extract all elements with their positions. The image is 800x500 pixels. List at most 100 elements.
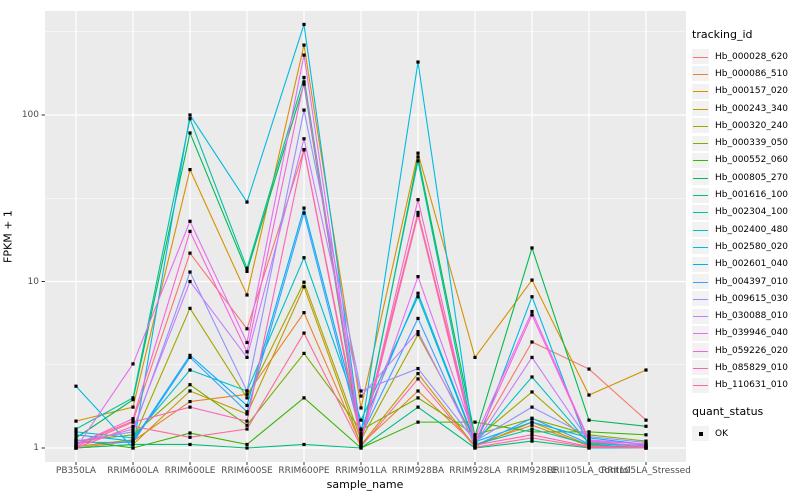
legend-item-label: Hb_000028_620: [715, 51, 789, 62]
x-tick-label: RRIM600LA: [107, 466, 159, 476]
legend-item-label: Hb_030088_010: [715, 311, 789, 322]
data-point: [188, 229, 192, 233]
data-point: [74, 446, 78, 450]
data-point: [302, 351, 306, 355]
data-point: [74, 433, 78, 437]
data-point: [416, 396, 420, 400]
series-color-swatch: [693, 108, 708, 110]
legend-key-line-icon: [692, 204, 709, 220]
data-point: [131, 427, 135, 431]
x-tick-label: RRIM600SE: [221, 466, 273, 476]
series-color-swatch: [693, 177, 708, 179]
data-point: [245, 327, 249, 331]
data-point: [644, 433, 648, 437]
data-point: [473, 443, 477, 447]
data-point: [359, 389, 363, 393]
data-point: [359, 440, 363, 445]
data-point: [188, 306, 192, 310]
y-tick-label: 100: [21, 110, 39, 120]
data-point: [587, 367, 591, 371]
data-point: [302, 206, 306, 210]
data-point: [245, 419, 249, 423]
data-point: [473, 355, 477, 360]
legend-item: Hb_000157_020: [692, 83, 798, 100]
data-point: [131, 417, 135, 421]
data-point: [644, 418, 648, 422]
data-point: [302, 43, 306, 47]
legend-key-line-icon: [692, 291, 709, 307]
x-tick-label: PB350LA: [55, 466, 97, 476]
data-point: [530, 390, 534, 394]
data-point: [302, 53, 306, 57]
series-color-swatch: [693, 385, 708, 387]
data-point: [530, 430, 534, 434]
data-point: [359, 394, 363, 398]
data-point: [530, 423, 534, 427]
data-point: [74, 436, 78, 440]
point-marker-icon: [698, 431, 703, 436]
data-point: [74, 384, 78, 388]
legend-key-line-icon: [692, 101, 709, 117]
series-color-swatch: [693, 246, 708, 248]
legend-key-line-icon: [692, 274, 709, 289]
legend-key-line-icon: [692, 308, 709, 324]
data-point: [245, 392, 249, 396]
x-tick-label: RRIM928LA: [449, 466, 501, 476]
data-point: [530, 375, 534, 379]
data-point: [245, 389, 249, 393]
series-color-swatch: [693, 229, 708, 231]
data-point: [245, 403, 249, 408]
data-point: [131, 440, 135, 445]
legend-key-line-icon: [692, 118, 709, 134]
legend-item: Hb_009615_030: [692, 290, 798, 307]
data-point: [245, 200, 249, 204]
legend-item-label: Hb_000086_510: [715, 68, 789, 79]
data-point: [188, 399, 192, 404]
data-point: [302, 148, 306, 152]
data-point: [302, 331, 306, 335]
data-point: [473, 445, 477, 449]
data-point: [245, 266, 249, 270]
legend-item: Hb_002304_100: [692, 204, 798, 221]
data-point: [245, 340, 249, 345]
data-point: [644, 368, 648, 372]
data-point: [131, 362, 135, 366]
data-point: [416, 210, 420, 215]
data-point: [416, 159, 420, 163]
data-point: [416, 371, 420, 376]
data-point: [188, 405, 192, 409]
data-point: [359, 444, 363, 449]
legend-key-line-icon: [692, 239, 709, 255]
data-point: [245, 350, 249, 354]
data-point: [416, 155, 420, 159]
legend-key-line-icon: [692, 135, 709, 151]
legend-item-label: Hb_110631_010: [715, 380, 789, 391]
series-color-swatch: [693, 56, 708, 58]
data-point: [530, 427, 534, 431]
series-color-swatch: [693, 264, 708, 266]
data-point: [188, 279, 192, 284]
y-tick-label: 10: [27, 276, 39, 287]
data-point: [644, 424, 648, 428]
data-point: [302, 137, 306, 141]
data-point: [416, 275, 420, 279]
data-point: [188, 167, 192, 172]
legend-quant-status: quant_status OK: [692, 405, 798, 442]
data-point: [530, 436, 534, 440]
data-point: [74, 430, 78, 434]
data-point: [587, 435, 591, 439]
data-point: [188, 353, 192, 357]
data-point: [473, 440, 477, 445]
legend-item: Hb_000320_240: [692, 117, 798, 134]
legend-item: Hb_000552_060: [692, 152, 798, 169]
legend-item: Hb_110631_010: [692, 377, 798, 394]
legend-key-line-icon: [692, 343, 709, 359]
data-point: [587, 433, 591, 437]
legend-title-tracking-id: tracking_id: [692, 28, 753, 41]
series-color-swatch: [693, 212, 708, 214]
data-point: [131, 436, 135, 440]
data-point: [302, 211, 306, 215]
legend-key-line-icon: [692, 222, 709, 238]
series-color-swatch: [693, 333, 708, 335]
